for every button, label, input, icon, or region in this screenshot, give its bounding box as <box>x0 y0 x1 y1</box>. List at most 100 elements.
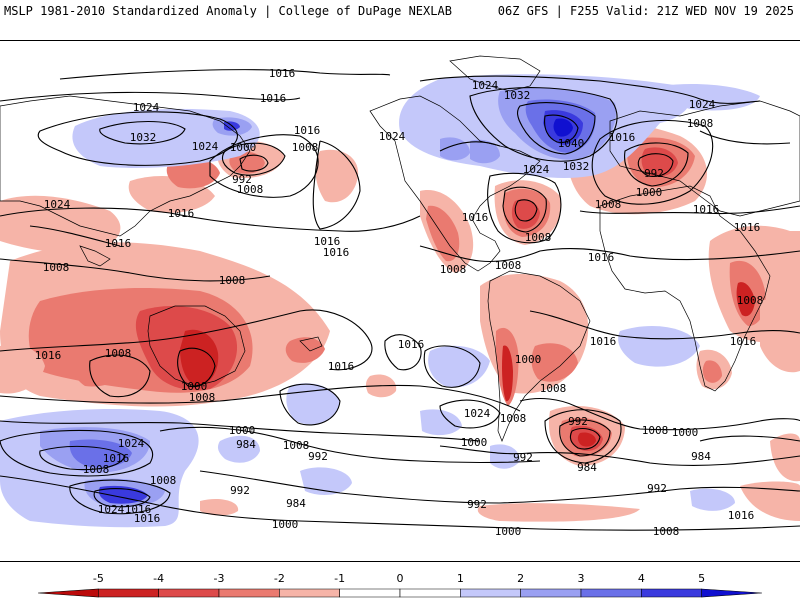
isobar-label: 1008 <box>43 261 70 274</box>
negative-anomaly-shading <box>0 123 800 522</box>
isobar-label: 1024 <box>133 101 160 114</box>
isobar-label: 1000 <box>495 525 522 538</box>
isobar-label: 992 <box>513 451 533 464</box>
isobar-label: 1024 <box>689 98 716 111</box>
colorbar-segment <box>218 588 280 598</box>
isobar-label: 1000 <box>461 436 488 449</box>
isobar-label: 1024 <box>472 79 499 92</box>
colorbar-segment <box>279 588 340 598</box>
isobar-label: 1008 <box>283 439 310 452</box>
isobar-label: 1024 <box>98 503 125 516</box>
isobar-label: 1016 <box>294 124 321 137</box>
isobar-label: 992 <box>230 484 250 497</box>
isobar-label: 1000 <box>181 380 208 393</box>
isobar-label: 1016 <box>588 251 615 264</box>
isobar-label: 1008 <box>595 198 622 211</box>
isobar-label: 1008 <box>495 259 522 272</box>
isobar-label: 984 <box>577 461 597 474</box>
isobar-label: 1032 <box>130 131 157 144</box>
colorbar-segment <box>339 588 401 598</box>
isobar-label: 1016 <box>103 452 130 465</box>
isobar-label: 992 <box>647 482 667 495</box>
colorbar-tick-label: -4 <box>153 572 164 585</box>
isobar-label: 1016 <box>168 207 195 220</box>
isobar-label: 1016 <box>105 237 132 250</box>
colorbar-segment <box>460 588 521 598</box>
isobar-label: 1024 <box>523 163 550 176</box>
isobar-label: 984 <box>691 450 711 463</box>
isobar-label: 1008 <box>105 347 132 360</box>
anomaly-map: 1016 1016 1024 1032 1024 1000 1008 1016 1024 992 1… <box>0 40 800 562</box>
positive-anomaly-shading <box>0 74 760 528</box>
isobar-label: 1016 <box>125 503 152 516</box>
colorbar-tick-label: 4 <box>638 572 645 585</box>
model-run-info: 06Z GFS | F255 Valid: 21Z WED NOV 19 202… <box>497 4 794 18</box>
isobar-label: 1040 <box>558 137 585 150</box>
isobar-label: 1024 <box>192 140 219 153</box>
colorbar-tick-label: 3 <box>578 572 585 585</box>
colorbar-tick-label: -5 <box>93 572 104 585</box>
isobar-label: 1008 <box>687 117 714 130</box>
colorbar-segment <box>98 588 159 598</box>
isobar-label: 1008 <box>150 474 177 487</box>
isobar-label: 1008 <box>83 463 110 476</box>
isobar-label: 1008 <box>237 183 264 196</box>
isobar-label: 1016 <box>314 235 341 248</box>
isobar-label: 1000 <box>272 518 299 531</box>
isobar-label: 1016 <box>590 335 617 348</box>
isobar-label: 984 <box>236 438 256 451</box>
anomaly-colorbar: -5 -4 -3 -2 -1 0 1 2 3 4 5 <box>37 572 763 598</box>
isobar-label: 1000 <box>515 353 542 366</box>
coastlines <box>0 55 800 442</box>
colorbar-segment <box>701 588 763 598</box>
isobar-label: 1000 <box>230 141 257 154</box>
isobar-label: 1016 <box>35 349 62 362</box>
colorbar-segment <box>520 588 582 598</box>
colorbar-tick-label: -1 <box>334 572 345 585</box>
colorbar-tick-label: -3 <box>214 572 225 585</box>
isobar-label: 1008 <box>737 294 764 307</box>
isobar-label: 1024 <box>464 407 491 420</box>
isobar-label: 1016 <box>693 203 720 216</box>
isobar-label: 1008 <box>292 141 319 154</box>
isobar-label: 1008 <box>653 525 680 538</box>
colorbar-tick-label: 0 <box>397 572 404 585</box>
isobar-label: 1008 <box>440 263 467 276</box>
isobar-label: 1008 <box>500 412 527 425</box>
colorbar-segment <box>580 588 642 598</box>
isobar-label: 1024 <box>118 437 145 450</box>
isobar-label: 1016 <box>260 92 287 105</box>
isobar-label: 1024 <box>379 130 406 143</box>
isobar-label: 992 <box>232 173 252 186</box>
isobar-label: 1000 <box>672 426 699 439</box>
isobar-label: 992 <box>644 167 664 180</box>
isobar-label: 1016 <box>734 221 761 234</box>
isobar-label: 1032 <box>504 89 531 102</box>
isobar-label: 1008 <box>540 382 567 395</box>
colorbar-tick-label: 5 <box>698 572 705 585</box>
isobar-label: 1008 <box>525 231 552 244</box>
isobars <box>0 69 800 531</box>
colorbar-tick-label: 2 <box>517 572 524 585</box>
chart-title: MSLP 1981-2010 Standardized Anomaly | Co… <box>4 4 452 18</box>
isobar-label: 992 <box>568 415 588 428</box>
isobar-label: 992 <box>308 450 328 463</box>
isobar-label: 1000 <box>229 424 256 437</box>
isobar-label: 1016 <box>462 211 489 224</box>
isobar-label: 992 <box>467 498 487 511</box>
isobar-label: 1016 <box>328 360 355 373</box>
isobar-label: 1008 <box>189 391 216 404</box>
isobar-label: 1008 <box>219 274 246 287</box>
colorbar-segment <box>641 588 702 598</box>
colorbar-tick-label: -2 <box>274 572 285 585</box>
isobar-label: 1008 <box>642 424 669 437</box>
colorbar-segment <box>37 588 99 598</box>
isobar-label: 1024 <box>44 198 71 211</box>
isobar-label: 1016 <box>609 131 636 144</box>
isobar-label: 1032 <box>563 160 590 173</box>
isobar-label: 1016 <box>269 67 296 80</box>
isobar-label: 1016 <box>323 246 350 259</box>
isobar-label: 1016 <box>134 512 161 525</box>
